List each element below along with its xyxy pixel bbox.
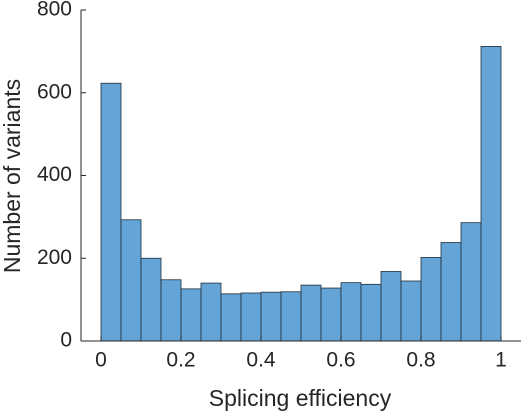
x-axis-label: Splicing efficiency	[209, 385, 392, 411]
bar	[480, 46, 502, 342]
bar	[400, 280, 422, 342]
bar	[320, 287, 342, 342]
bar	[260, 291, 282, 342]
bar	[200, 282, 222, 342]
bar	[340, 282, 362, 342]
bar	[180, 288, 202, 342]
x-tick-label: 0	[95, 349, 107, 372]
bar	[100, 82, 122, 342]
y-axis-label: Number of variants	[0, 79, 25, 273]
bar	[220, 293, 242, 342]
bar	[360, 283, 382, 342]
x-tick-label: 0.2	[166, 349, 195, 372]
y-tick-label: 0	[60, 329, 72, 352]
bar	[380, 271, 402, 342]
x-tick-label: 0.6	[326, 349, 355, 372]
x-tick-label: 0.4	[246, 349, 276, 372]
bar	[300, 284, 322, 342]
bar	[120, 219, 142, 342]
x-tick-label: 1	[495, 349, 507, 372]
y-tick-label: 600	[37, 80, 72, 103]
y-tick-label: 400	[37, 163, 72, 186]
y-tick-label: 200	[37, 246, 72, 269]
bar	[420, 257, 442, 342]
bar	[280, 291, 302, 342]
bar	[140, 257, 162, 342]
bar	[160, 279, 182, 342]
bar	[460, 222, 482, 342]
bar	[240, 292, 262, 342]
x-tick-label: 0.8	[406, 349, 435, 372]
bar	[440, 242, 462, 342]
y-tick-label: 800	[37, 0, 72, 21]
